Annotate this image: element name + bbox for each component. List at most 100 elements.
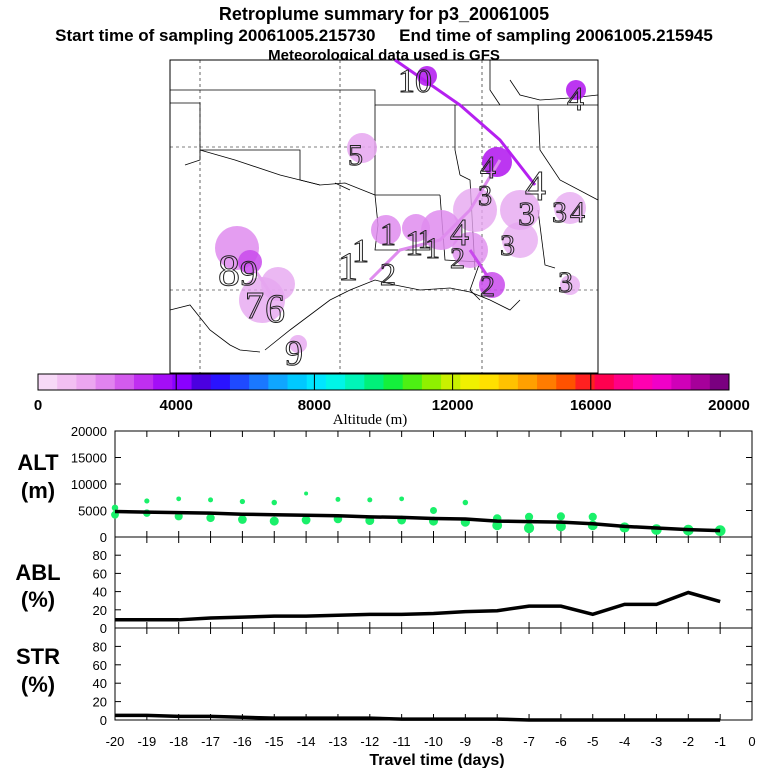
x-tick-label: -4: [619, 734, 631, 749]
map-number-label: 2: [480, 270, 495, 303]
y-tick-label: 80: [93, 548, 107, 563]
altitude-point: [176, 496, 182, 502]
altitude-colorbar: 0 4000 8000 12000 16000 20000: [34, 373, 750, 414]
plume-marker: [453, 188, 497, 232]
colorbar-segment: [268, 374, 289, 390]
colorbar-tick-label: 16000: [570, 397, 612, 414]
x-tick-label: -5: [587, 734, 599, 749]
map-number-label: 4: [450, 212, 469, 254]
map-number-label: 8: [218, 246, 240, 295]
map-number-label: 7: [245, 285, 264, 327]
map-number-label: 9: [285, 333, 303, 373]
colorbar-segment: [76, 374, 97, 390]
altitude-point: [271, 499, 277, 506]
y-tick-label: 10000: [71, 477, 107, 492]
y-tick-label: 40: [93, 585, 107, 600]
altitude-point: [239, 498, 246, 505]
x-tick-label: -17: [201, 734, 220, 749]
altitude-point: [238, 515, 247, 524]
series-line: [114, 509, 721, 533]
altitude-point: [269, 516, 279, 526]
plume-marker: [402, 214, 430, 242]
altitude-point: [524, 512, 534, 521]
plume-marker: [347, 133, 377, 163]
colorbar-segment: [537, 374, 557, 390]
y-tick-label: 15000: [71, 451, 107, 466]
x-tick-label: -13: [329, 734, 348, 749]
y-tick-label: 0: [100, 621, 107, 636]
altitude-point: [462, 499, 469, 506]
x-tick-label: -14: [297, 734, 316, 749]
map-number-label: 6: [265, 286, 285, 331]
map-number-label: 3: [552, 196, 567, 229]
map-number-label: 3: [478, 181, 492, 212]
colorbar-segment: [114, 374, 135, 390]
plume-marker: [371, 215, 401, 245]
x-tick-label: -10: [424, 734, 443, 749]
y-tick-label: 5000: [78, 504, 107, 519]
map-number-label: 10: [398, 63, 432, 100]
map-number-label: 4: [480, 149, 496, 185]
x-tick-label: -19: [137, 734, 156, 749]
panel-abl: 80 60 40 20 0 ABL(%): [15, 536, 753, 636]
colorbar-segment: [345, 374, 365, 390]
plume-marker: [560, 275, 580, 295]
plume-marker: [554, 192, 586, 224]
map-number-label: 1: [338, 244, 358, 289]
x-tick-label: -3: [651, 734, 663, 749]
map-number-label: 3: [558, 266, 573, 299]
map-number-label: 1: [405, 223, 423, 263]
map-number-label: 5: [348, 139, 363, 172]
x-tick-label: -20: [106, 734, 125, 749]
plume-marker: [289, 335, 307, 353]
x-tick-label: -15: [265, 734, 284, 749]
colorbar-segment: [229, 374, 250, 390]
y-axis-unit: (m): [21, 478, 55, 503]
plume-marker: [482, 147, 512, 177]
colorbar-segment: [479, 374, 500, 390]
altitude-point: [399, 496, 405, 502]
map-number-label: 4: [567, 81, 584, 118]
altitude-point: [144, 498, 150, 504]
altitude-point: [206, 513, 215, 523]
colorbar-tick-label: 8000: [298, 397, 331, 414]
colorbar-tick-label: 0: [34, 397, 42, 414]
colorbar-segment: [172, 374, 193, 390]
colorbar-segment: [402, 374, 423, 390]
colorbar-segment: [709, 374, 730, 390]
y-axis-label: STR: [16, 644, 60, 669]
y-axis-unit: (%): [21, 587, 55, 612]
y-axis-label: ABL: [15, 560, 60, 585]
map-number-label: 4: [525, 164, 546, 210]
x-tick-label: -8: [491, 734, 503, 749]
y-tick-label: 60: [93, 658, 107, 673]
colorbar-segment: [517, 374, 538, 390]
panel-frame: [114, 627, 753, 721]
y-tick-label: 40: [93, 676, 107, 691]
colorbar-segment: [210, 374, 231, 390]
colorbar-frame: [37, 373, 730, 391]
colorbar-segment: [441, 374, 461, 390]
plume-marker: [417, 66, 437, 86]
altitude-point: [556, 512, 565, 521]
time-series-panels: 20000150001000050000ALT(m)806040200ABL(%…: [15, 424, 755, 768]
colorbar-segment: [249, 374, 269, 390]
y-axis-label: ALT: [17, 450, 59, 475]
colorbar-segment: [153, 374, 173, 390]
series-line: [115, 590, 721, 622]
y-axis-unit: (%): [21, 672, 55, 697]
map-number-label: 3: [518, 196, 535, 233]
map-number-label: 3: [500, 229, 515, 262]
colorbar-segment: [652, 374, 672, 390]
map-number-label: 2: [380, 256, 396, 292]
colorbar-segment: [460, 374, 480, 390]
colorbar-segment: [95, 374, 116, 390]
colorbar-segment: [306, 374, 327, 390]
y-tick-label: 0: [100, 530, 107, 545]
x-tick-label: -18: [169, 734, 188, 749]
colorbar-tick-label: 20000: [708, 397, 750, 414]
x-tick-label: -9: [460, 734, 472, 749]
